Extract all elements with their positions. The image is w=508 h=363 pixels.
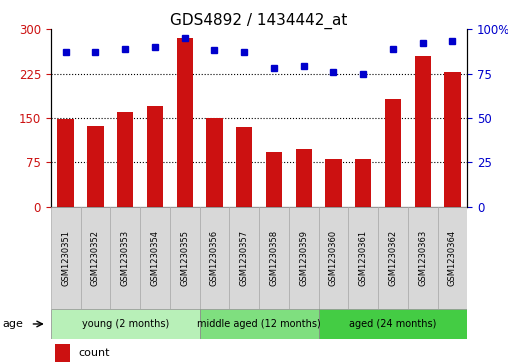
Bar	[51, 309, 200, 339]
Title: GDS4892 / 1434442_at: GDS4892 / 1434442_at	[170, 13, 348, 29]
Bar	[200, 309, 319, 339]
Bar	[200, 207, 229, 309]
Bar	[444, 72, 461, 207]
Bar	[319, 207, 348, 309]
Text: GSM1230358: GSM1230358	[269, 230, 278, 286]
Text: age: age	[3, 319, 23, 329]
Bar	[110, 207, 140, 309]
Bar	[87, 126, 104, 207]
Bar	[408, 207, 437, 309]
Bar	[348, 207, 378, 309]
Text: GSM1230351: GSM1230351	[61, 230, 70, 286]
Bar	[385, 99, 401, 207]
Bar	[437, 207, 467, 309]
Bar	[229, 207, 259, 309]
Text: GSM1230356: GSM1230356	[210, 230, 219, 286]
Text: GSM1230361: GSM1230361	[359, 230, 368, 286]
Bar	[415, 56, 431, 207]
Bar	[176, 38, 193, 207]
Bar	[296, 149, 312, 207]
Text: GSM1230359: GSM1230359	[299, 230, 308, 286]
Text: count: count	[78, 348, 109, 358]
Bar	[289, 207, 319, 309]
Text: GSM1230357: GSM1230357	[240, 230, 249, 286]
Bar	[325, 159, 342, 207]
Text: GSM1230362: GSM1230362	[389, 230, 397, 286]
Bar	[51, 207, 81, 309]
Bar	[81, 207, 110, 309]
Bar	[206, 118, 223, 207]
Text: GSM1230354: GSM1230354	[150, 230, 160, 286]
Bar	[140, 207, 170, 309]
Bar	[236, 127, 252, 207]
Text: aged (24 months): aged (24 months)	[350, 319, 437, 329]
Bar	[319, 309, 467, 339]
Text: GSM1230355: GSM1230355	[180, 230, 189, 286]
Bar	[117, 112, 134, 207]
Bar	[259, 207, 289, 309]
Bar	[57, 119, 74, 207]
Text: GSM1230360: GSM1230360	[329, 230, 338, 286]
Text: GSM1230363: GSM1230363	[418, 230, 427, 286]
Bar	[355, 159, 371, 207]
Bar	[55, 344, 70, 362]
Bar	[170, 207, 200, 309]
Text: middle aged (12 months): middle aged (12 months)	[197, 319, 321, 329]
Text: GSM1230352: GSM1230352	[91, 230, 100, 286]
Bar	[266, 152, 282, 207]
Bar	[378, 207, 408, 309]
Text: GSM1230353: GSM1230353	[121, 230, 130, 286]
Text: young (2 months): young (2 months)	[82, 319, 169, 329]
Bar	[147, 106, 163, 207]
Text: GSM1230364: GSM1230364	[448, 230, 457, 286]
